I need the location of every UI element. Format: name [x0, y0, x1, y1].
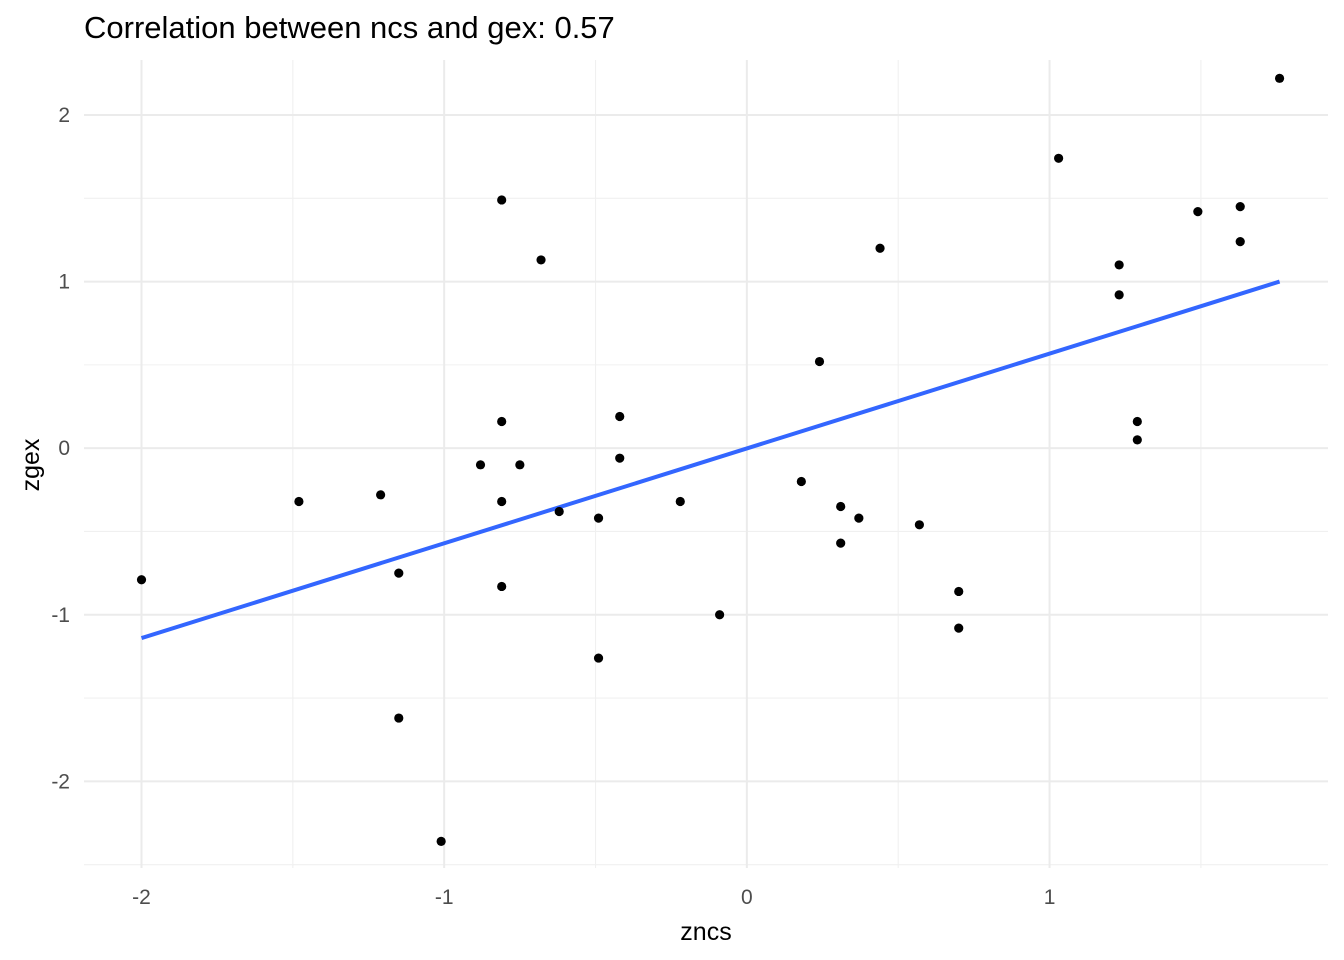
data-point: [376, 490, 386, 500]
data-point: [294, 496, 304, 507]
data-point: [1132, 416, 1142, 427]
x-tick-label: 1: [1044, 886, 1056, 909]
regression-line: [140, 279, 1281, 641]
x-tick-labels: -2 -1 0 1: [132, 886, 1055, 909]
y-tick-label: 1: [58, 271, 70, 294]
x-tick-label: 0: [741, 886, 753, 909]
data-point: [796, 476, 806, 487]
data-point: [675, 496, 685, 507]
points-layer: [136, 73, 1285, 846]
data-point: [497, 416, 507, 427]
data-point: [394, 568, 404, 578]
x-tick-label: -1: [435, 886, 454, 909]
data-point: [593, 513, 604, 523]
data-point: [854, 513, 864, 523]
y-tick-label: 2: [58, 104, 70, 127]
data-point: [593, 653, 604, 663]
fit-line-layer: [140, 279, 1281, 641]
grid-minor: [84, 60, 1328, 868]
y-tick-label: 0: [58, 437, 70, 460]
data-point: [836, 501, 846, 512]
data-point: [1193, 207, 1203, 217]
data-point: [954, 623, 964, 633]
data-point: [875, 243, 885, 253]
data-point: [1114, 290, 1124, 300]
data-point: [954, 586, 964, 597]
y-tick-label: -1: [51, 604, 70, 627]
data-point: [497, 496, 507, 507]
data-point: [136, 575, 147, 585]
data-point: [1054, 153, 1064, 163]
data-point: [1235, 202, 1245, 212]
data-point: [515, 460, 525, 470]
y-tick-label: -2: [51, 770, 70, 793]
data-point: [836, 538, 846, 548]
data-point: [814, 356, 825, 367]
data-point: [497, 581, 507, 592]
x-axis-title: zncs: [680, 918, 731, 946]
chart-title: Correlation between ncs and gex: 0.57: [84, 10, 615, 45]
data-point: [1235, 236, 1245, 247]
data-point: [1132, 435, 1142, 445]
data-point: [615, 411, 625, 422]
grid-major: [84, 60, 1328, 868]
data-point: [497, 195, 507, 205]
y-axis-title: zgex: [17, 438, 45, 491]
data-point: [554, 506, 564, 517]
data-point: [436, 836, 446, 846]
data-point: [1274, 73, 1285, 83]
data-point: [715, 610, 725, 620]
data-point: [914, 520, 924, 530]
data-point: [475, 460, 486, 470]
data-point: [1114, 260, 1124, 270]
data-point: [394, 713, 404, 723]
x-tick-label: -2: [132, 886, 151, 909]
y-tick-labels: -2 -1 0 1 2: [51, 104, 70, 793]
data-point: [615, 453, 625, 463]
data-point: [536, 255, 546, 265]
